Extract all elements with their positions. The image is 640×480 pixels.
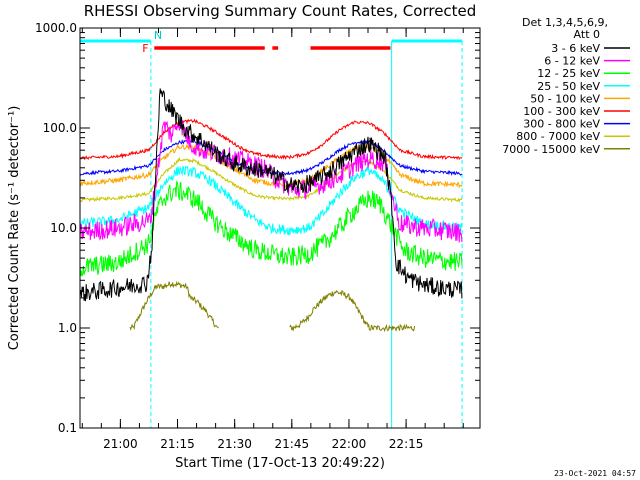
legend-label: 3 - 6 keV (551, 42, 600, 55)
series-line-3-6keV-0 (79, 88, 463, 302)
detectors-label: Det 1,3,4,5,6,9, (522, 16, 608, 29)
x-tick-label: 21:30 (217, 437, 252, 451)
flare-label: F (142, 42, 148, 55)
legend-label: 300 - 800 keV (523, 118, 600, 131)
series-line-7000-15000keV-1 (289, 289, 416, 333)
x-tick-label: 22:15 (389, 437, 424, 451)
x-tick-label: 22:00 (332, 437, 367, 451)
series-line-7000-15000keV-0 (129, 280, 219, 331)
legend-label: 12 - 25 keV (537, 67, 600, 80)
y-axis-label: Corrected Count Rate (s⁻¹ detector⁻¹) (7, 106, 22, 351)
legend-label: 50 - 100 keV (530, 92, 600, 105)
series-line-50-100keV-0 (79, 142, 463, 189)
legend-label: 25 - 50 keV (537, 80, 600, 93)
plot-area: NF 0.1 1.0 10.0 100.0 1000.0 21:00 21:15 21:30 21… (35, 21, 481, 451)
legend-label: 100 - 300 keV (523, 105, 600, 118)
series-line-12-25keV-0 (79, 180, 463, 277)
y-tick-label: 100.0 (43, 121, 77, 135)
y-tick-label: 10.0 (50, 221, 77, 235)
series-line-100-300keV-0 (79, 118, 463, 161)
legend-label: 800 - 7000 keV (516, 130, 600, 143)
series-line-800-7000keV-0 (79, 156, 463, 203)
y-tick-label: 0.1 (58, 421, 77, 435)
night-label: N (154, 29, 162, 42)
x-tick-label: 21:00 (103, 437, 138, 451)
footer-timestamp: 23-Oct-2021 04:57 (554, 469, 636, 478)
chart-title: RHESSI Observing Summary Count Rates, Co… (84, 2, 477, 20)
series-line-25-50keV-0 (79, 164, 463, 236)
y-tick-label: 1000.0 (35, 21, 77, 35)
attenuator-label: Att 0 (574, 28, 600, 41)
y-tick-label: 1.0 (58, 321, 77, 335)
x-tick-label: 21:15 (160, 437, 195, 451)
legend-label: 7000 - 15000 keV (502, 143, 600, 156)
x-axis-label: Start Time (17-Oct-13 20:49:22) (175, 456, 385, 471)
x-tick-label: 21:45 (275, 437, 310, 451)
legend-label: 6 - 12 keV (544, 55, 600, 68)
